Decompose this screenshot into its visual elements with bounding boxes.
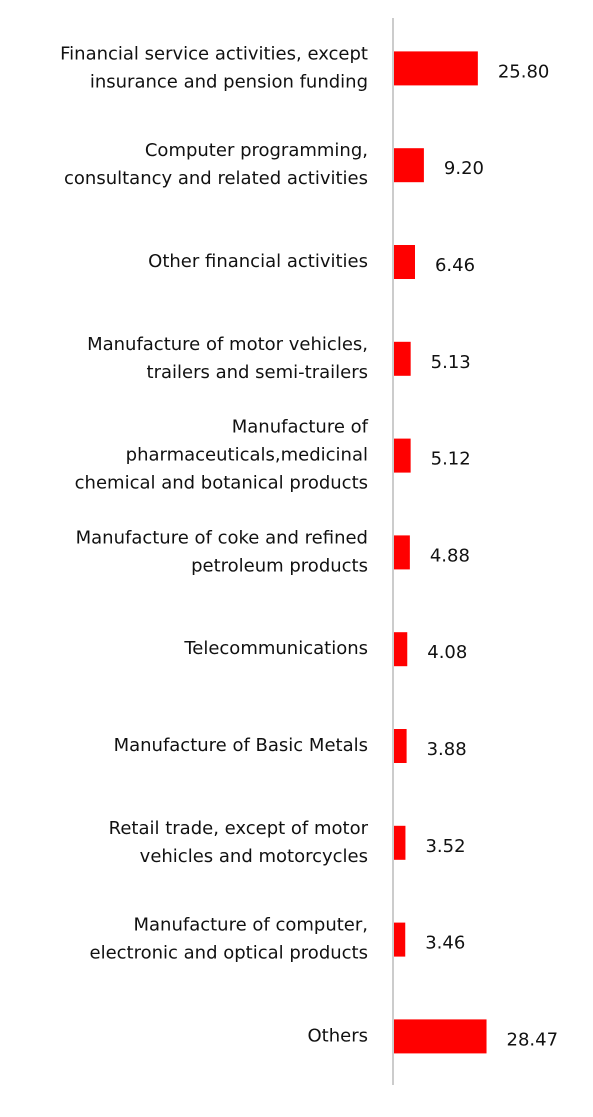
- bar: [394, 922, 406, 957]
- category-label: pharmaceuticals,medicinal: [126, 445, 368, 466]
- bar: [394, 535, 410, 570]
- category-label: vehicles and motorcycles: [140, 846, 368, 867]
- value-label: 5.12: [431, 449, 471, 470]
- value-label: 28.47: [507, 1029, 559, 1050]
- bar: [394, 148, 424, 183]
- bar: [394, 1019, 487, 1054]
- bar: [394, 825, 406, 860]
- category-label: Manufacture of coke and refined: [76, 527, 368, 548]
- value-label: 3.46: [425, 933, 465, 954]
- category-label: Financial service activities, except: [60, 43, 368, 64]
- category-label: Telecommunications: [183, 638, 368, 659]
- value-label: 9.20: [444, 158, 484, 179]
- value-label: 4.88: [430, 545, 470, 566]
- category-label: trailers and semi-trailers: [147, 362, 368, 383]
- category-label: consultancy and related activities: [64, 168, 368, 189]
- category-label: Other financial activities: [148, 251, 368, 272]
- category-label: Manufacture of Basic Metals: [114, 735, 368, 756]
- category-label: Computer programming,: [145, 140, 368, 161]
- value-label: 3.88: [427, 739, 467, 760]
- category-label: Manufacture of: [232, 417, 369, 438]
- bar: [394, 438, 411, 473]
- category-label: Manufacture of computer,: [133, 915, 368, 936]
- category-label: Retail trade, except of motor: [109, 818, 369, 839]
- category-label: petroleum products: [191, 555, 368, 576]
- category-label: chemical and botanical products: [75, 473, 368, 494]
- bar: [394, 341, 411, 376]
- category-label: Others: [308, 1025, 369, 1046]
- bar: [394, 51, 478, 86]
- value-label: 25.80: [498, 61, 550, 82]
- bar: [394, 632, 408, 667]
- value-label: 5.13: [431, 352, 471, 373]
- bar: [394, 245, 415, 279]
- category-label: insurance and pension funding: [90, 71, 368, 92]
- bar: [394, 729, 407, 763]
- value-label: 6.46: [435, 255, 475, 276]
- category-label: electronic and optical products: [90, 943, 369, 964]
- category-label: Manufacture of motor vehicles,: [87, 334, 368, 355]
- value-label: 4.08: [427, 642, 467, 663]
- value-label: 3.52: [425, 836, 465, 857]
